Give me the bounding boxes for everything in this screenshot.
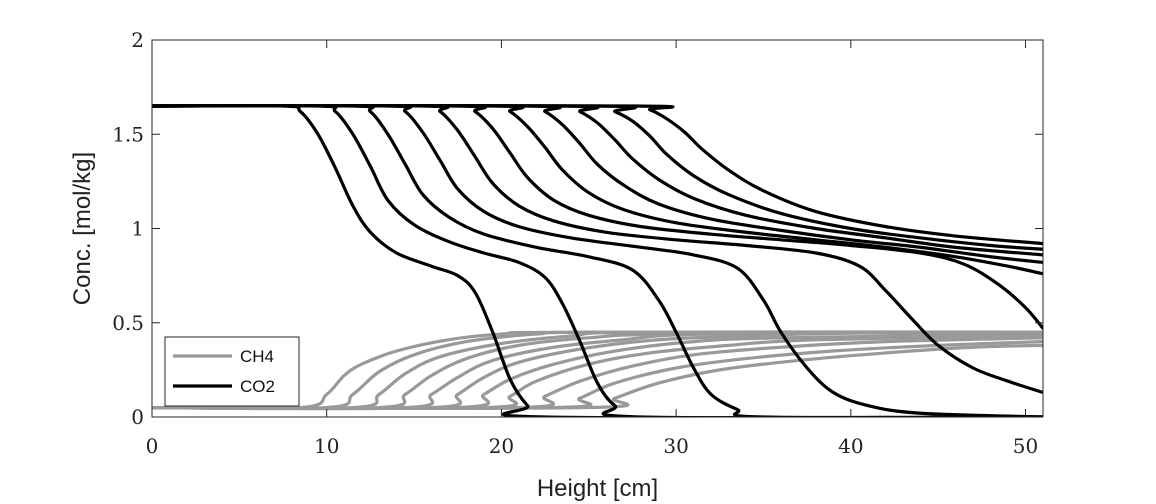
y-tick-label: 2 — [131, 28, 144, 52]
y-axis: 0 0.5 1 1.5 2 — [112, 28, 1043, 429]
co2-curve-2 — [152, 103, 1043, 417]
x-tick-label: 10 — [314, 434, 339, 458]
x-tick-label: 40 — [838, 434, 863, 458]
legend: CH4 CO2 — [164, 336, 300, 407]
y-tick-label: 0 — [131, 405, 144, 429]
co2-curve-4 — [152, 103, 1043, 417]
co2-curve-3 — [152, 103, 1043, 417]
x-tick-label: 50 — [1013, 434, 1038, 458]
x-axis: 0 10 20 30 40 50 — [146, 40, 1038, 458]
legend-label-ch4: CH4 — [240, 347, 274, 366]
y-tick-label: 1.5 — [112, 122, 144, 146]
co2-series — [152, 103, 1043, 417]
co2-curve-5 — [152, 103, 1043, 395]
co2-curve-6 — [152, 103, 1043, 330]
x-tick-label: 30 — [663, 434, 688, 458]
y-axis-label: Conc. [mol/kg] — [69, 152, 96, 305]
x-axis-label: Height [cm] — [537, 475, 658, 502]
legend-label-co2: CO2 — [240, 377, 275, 396]
legend-box — [164, 336, 300, 407]
ch4-curve-11 — [152, 343, 1043, 410]
co2-curve-11 — [152, 104, 1043, 246]
co2-curve-1 — [152, 103, 1043, 417]
x-tick-label: 20 — [489, 434, 514, 458]
y-tick-label: 0.5 — [112, 311, 144, 335]
x-tick-label: 0 — [146, 434, 159, 458]
y-tick-label: 1 — [131, 217, 144, 241]
ch4-series — [152, 330, 1043, 411]
